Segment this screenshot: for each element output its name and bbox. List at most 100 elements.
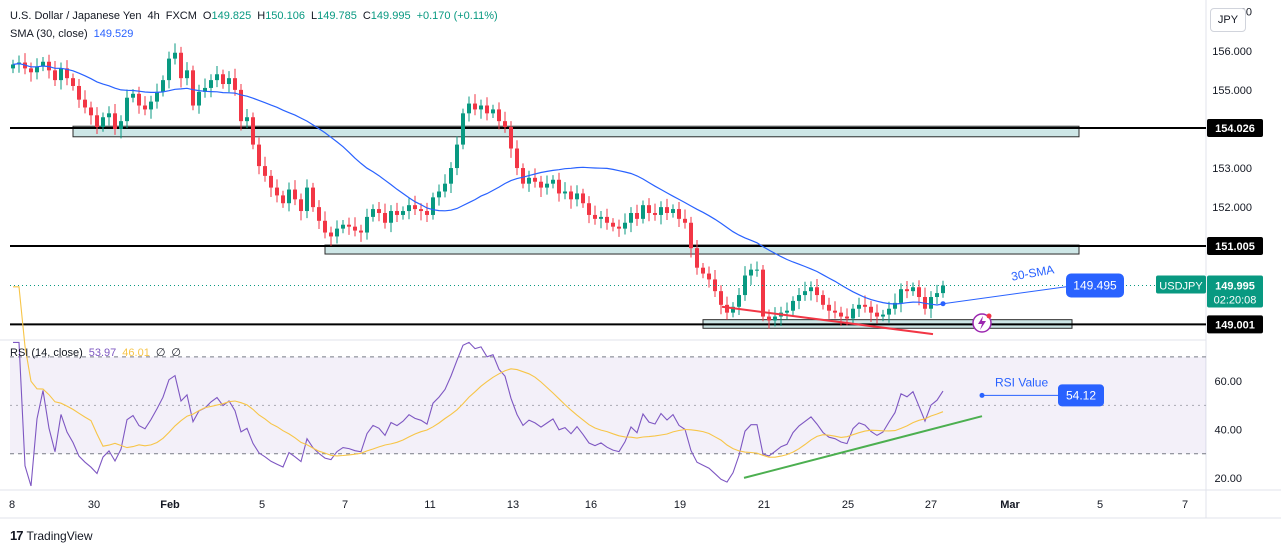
candle-body	[467, 103, 471, 114]
candle-body	[587, 203, 591, 215]
candle-body	[233, 78, 237, 90]
price-tick-1: 156.000	[1212, 46, 1252, 58]
candle-body	[413, 205, 417, 210]
candle-body	[617, 226, 621, 229]
candle-body	[653, 212, 657, 215]
candle-body	[389, 211, 393, 223]
level-label-bg-2	[1207, 315, 1263, 334]
footer-brand[interactable]: 17 TradingView	[10, 528, 93, 543]
rsi-value: 53.97	[88, 346, 117, 359]
candle-body	[857, 304, 861, 309]
rsi-extra-2: ∅	[171, 347, 181, 359]
candle-body	[131, 93, 135, 98]
rsi-legend[interactable]: RSI (14, close) 53.97 46.01 ∅ ∅	[10, 346, 181, 360]
level-label-0: 154.026	[1215, 123, 1255, 135]
candle-body	[209, 80, 213, 88]
candle-body	[725, 304, 729, 313]
rsi-extra-1: ∅	[155, 347, 166, 359]
candle-body	[689, 222, 693, 249]
candle-body	[41, 61, 45, 67]
candle-body	[287, 189, 291, 204]
candle-body	[257, 144, 261, 167]
candle-body	[851, 308, 855, 319]
time-tick-5: 11	[424, 499, 435, 511]
candle-body	[911, 287, 915, 292]
rsi-line	[13, 341, 944, 487]
candle-body	[767, 316, 771, 321]
candle-body	[125, 97, 129, 122]
rsi-trendline	[743, 415, 983, 479]
tradingview-logo-icon: 17	[10, 528, 24, 543]
sma-callout-bg	[1066, 273, 1124, 298]
candle-body	[29, 68, 33, 73]
candle-body	[119, 121, 123, 129]
candle-body	[353, 226, 357, 231]
ohlc-low: 149.785	[317, 10, 357, 22]
candle-body	[521, 168, 525, 184]
candle-body	[839, 312, 843, 317]
candle-body	[77, 85, 81, 100]
candle-body	[53, 70, 57, 81]
time-tick-8: 19	[674, 499, 686, 511]
brand-name: TradingView	[26, 528, 93, 543]
candle-body	[875, 312, 879, 317]
candle-body	[563, 191, 567, 194]
time-tick-14: 7	[1182, 499, 1188, 511]
symbol-legend: U.S. Dollar / Japanese Yen 4h FXCM O149.…	[10, 10, 498, 22]
candle-body	[593, 214, 597, 219]
candle-body	[359, 230, 363, 233]
rsi-ma-value: 46.01	[122, 346, 150, 359]
candle-body	[383, 212, 387, 223]
candle-body	[71, 78, 75, 86]
candle-body	[221, 74, 225, 85]
time-tick-6: 13	[507, 499, 519, 511]
currency-button[interactable]: JPY	[1210, 8, 1246, 32]
candle-body	[317, 207, 321, 221]
candle-body	[905, 289, 909, 292]
symbol-label-bg	[1156, 275, 1206, 294]
candle-body	[929, 297, 933, 309]
candle-body	[251, 117, 255, 145]
candle-body	[605, 216, 609, 223]
candle-body	[941, 285, 945, 294]
candle-body	[701, 267, 705, 274]
candle-body	[455, 144, 459, 169]
rsi-value-annotation: RSI Value	[995, 375, 1048, 389]
support-trendline	[721, 305, 934, 336]
rsi-tick-2: 20.00	[1214, 473, 1242, 485]
candle-body	[509, 127, 513, 149]
candle-body	[197, 91, 201, 106]
price-label-value: 149.995	[1215, 280, 1255, 292]
candle-body	[641, 205, 645, 219]
candle-body	[191, 70, 195, 106]
candle-body	[917, 287, 921, 298]
candle-body	[545, 183, 549, 188]
candle-body	[407, 205, 411, 212]
sma-legend[interactable]: SMA (30, close) 149.529	[10, 28, 133, 40]
candle-body	[269, 175, 273, 188]
candle-body	[305, 187, 309, 212]
candle-body	[611, 222, 615, 227]
price-label-countdown: 02:20:08	[1214, 294, 1257, 306]
candle-body	[473, 103, 477, 110]
sma-callout-dot	[940, 301, 946, 307]
candle-body	[449, 168, 453, 184]
sma-value: 149.529	[93, 28, 134, 40]
candle-body	[497, 109, 501, 122]
candle-body	[365, 216, 369, 233]
candle-body	[341, 224, 345, 229]
candle-body	[245, 117, 249, 122]
candle-body	[599, 216, 603, 219]
candle-body	[833, 310, 837, 313]
candle-body	[695, 248, 699, 268]
ohlc-open: 149.825	[211, 10, 252, 22]
candle-body	[539, 181, 543, 188]
candle-body	[845, 316, 849, 319]
price-label-bg	[1207, 275, 1263, 308]
candle-body	[167, 58, 171, 81]
candle-body	[569, 191, 573, 200]
price-tick-4: 152.000	[1212, 202, 1252, 214]
candle-body	[821, 295, 825, 305]
candle-body	[173, 52, 177, 59]
